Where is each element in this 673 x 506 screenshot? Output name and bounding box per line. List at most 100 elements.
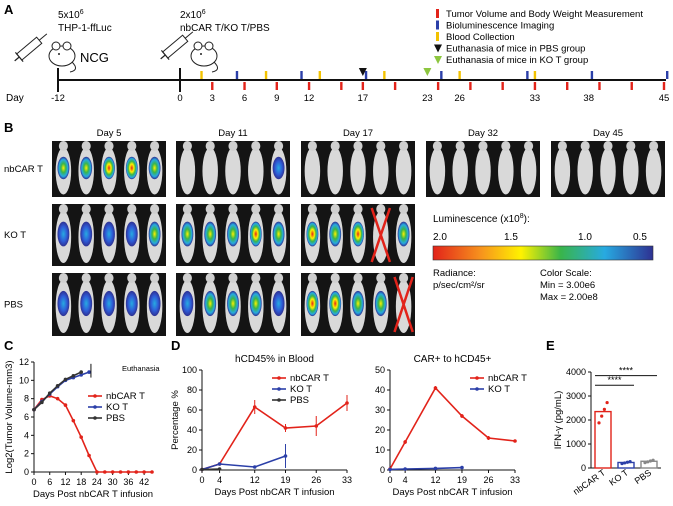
luminescence-tick: 2.0 bbox=[433, 232, 447, 243]
blood-collection-marker bbox=[533, 71, 537, 79]
y-tick-label: 50 bbox=[375, 365, 385, 375]
bioluminescence-signal bbox=[125, 290, 138, 317]
y-tick-label: 60 bbox=[187, 405, 197, 415]
measurement-marker bbox=[501, 82, 504, 90]
series-line bbox=[33, 395, 152, 473]
bar-data-point bbox=[620, 461, 624, 466]
x-tick-label: 42 bbox=[139, 477, 149, 487]
measurement-marker bbox=[243, 82, 246, 90]
y-tick-label: 6 bbox=[24, 412, 29, 422]
luminescence-colorbar bbox=[432, 245, 654, 261]
series-line bbox=[201, 468, 220, 471]
bioluminescence-signal bbox=[103, 290, 115, 317]
category-label: PBS bbox=[633, 467, 653, 486]
x-tick-label: 18 bbox=[76, 477, 86, 487]
x-tick-label: 12 bbox=[430, 475, 440, 485]
y-tick-label: 0 bbox=[581, 463, 586, 473]
measurement-marker bbox=[436, 82, 440, 90]
y-axis-label: Log2(Tumor Volume-mm3) bbox=[4, 360, 15, 473]
data-point bbox=[87, 453, 91, 458]
syringe-icon bbox=[14, 33, 48, 62]
mouse-head bbox=[58, 273, 68, 283]
timeline-day: 12 bbox=[304, 93, 315, 104]
timeline-day: 45 bbox=[659, 93, 670, 104]
series-line bbox=[201, 455, 286, 471]
data-point bbox=[55, 396, 60, 401]
syringe-icon bbox=[160, 31, 194, 60]
blood-collection-marker bbox=[200, 71, 203, 79]
mouse-head bbox=[307, 204, 317, 214]
legend-swatch-point bbox=[475, 387, 479, 391]
imaging-group-label: nbCAR T bbox=[4, 164, 43, 175]
bioluminescence-signal bbox=[352, 290, 364, 317]
legend-label: KO T bbox=[106, 402, 128, 413]
mouse-head bbox=[307, 141, 317, 151]
mouse-head bbox=[182, 273, 192, 283]
mouse-body bbox=[395, 147, 412, 195]
legend-label: KO T bbox=[290, 384, 312, 395]
bioluminescence-signal bbox=[397, 221, 410, 247]
panel-a: A 5x106 THP-1-ffLuc NCG 2x106 nbCAR T/KO… bbox=[4, 2, 669, 104]
data-point bbox=[217, 462, 222, 466]
measurement-marker bbox=[662, 82, 666, 90]
mouse-body bbox=[577, 147, 593, 195]
timeline-day: 9 bbox=[274, 93, 279, 104]
bioluminescence-signal bbox=[148, 290, 161, 317]
legend-swatch-point bbox=[93, 416, 97, 420]
imaging-marker bbox=[666, 71, 669, 79]
mouse-head bbox=[127, 273, 137, 283]
timeline-day: 26 bbox=[454, 93, 465, 104]
chart-title: CAR+ to hCD45+ bbox=[414, 354, 492, 365]
bioluminescence-signal bbox=[329, 221, 342, 247]
timeline-ticks: -12 0 3 6 9 12 17 23 26 33 38 45 bbox=[51, 68, 669, 104]
panel-b-letter: B bbox=[4, 120, 13, 135]
x-tick-label: 33 bbox=[510, 475, 520, 485]
legend-swatch-point bbox=[277, 398, 281, 402]
data-point bbox=[217, 467, 222, 471]
data-point bbox=[63, 403, 68, 407]
legend-entry: Euthanasia of mice in PBS group bbox=[446, 44, 585, 55]
measurement-marker bbox=[307, 82, 311, 90]
bar-data-point bbox=[600, 414, 604, 418]
mouse-head bbox=[81, 273, 91, 283]
y-tick-label: 8 bbox=[24, 394, 29, 404]
panel-b: B Day 5 Day 11 Day 17 Day 32 Day 45 nbCAR T KO… bbox=[4, 120, 665, 336]
timeline-day: -12 bbox=[51, 93, 65, 104]
measurement-marker bbox=[340, 82, 343, 90]
y-tick-label: 80 bbox=[187, 385, 197, 395]
ifn-gamma-chart: 0 1000 2000 3000 4000 IFN-γ (pg/mL) nbCAR T KO … bbox=[553, 366, 661, 497]
y-tick-label: 10 bbox=[375, 445, 385, 455]
data-point bbox=[403, 467, 407, 471]
bioluminescence-signal bbox=[374, 290, 387, 317]
x-axis-label: Days Post nbCAR T infusion bbox=[33, 489, 153, 500]
mouse-head bbox=[399, 204, 409, 214]
legend-label: nbCAR T bbox=[290, 373, 329, 384]
luminescence-tick: 1.5 bbox=[504, 232, 518, 243]
mouse-head bbox=[399, 141, 409, 151]
blood-collection-marker bbox=[458, 71, 461, 79]
legend-swatch-point bbox=[277, 387, 281, 391]
measurement-marker bbox=[361, 82, 365, 90]
y-tick-label: 0 bbox=[192, 465, 197, 475]
luminescence-tick: 0.5 bbox=[633, 232, 647, 243]
measurement-marker bbox=[393, 82, 397, 90]
inoculation-dose: 5x106 bbox=[58, 9, 84, 21]
timeline-markers bbox=[200, 68, 669, 90]
bioluminescence-signal bbox=[148, 156, 161, 180]
color-scale-max: Max = 2.00e8 bbox=[540, 292, 598, 303]
mouse-head bbox=[330, 204, 340, 214]
radiance-unit: p/sec/cm²/sr bbox=[433, 280, 485, 291]
panel-a-letter: A bbox=[4, 2, 14, 17]
timeline-day: 17 bbox=[358, 93, 369, 104]
mouse-head bbox=[307, 273, 317, 283]
bioluminescence-signal bbox=[57, 290, 70, 317]
imaging-day-header: Day 32 bbox=[468, 128, 498, 139]
mouse-head bbox=[274, 204, 284, 214]
mouse-head bbox=[251, 204, 261, 214]
y-tick-label: 40 bbox=[375, 385, 385, 395]
bioluminescence-signal bbox=[204, 290, 217, 317]
imaging-marker bbox=[235, 71, 239, 79]
mouse-body bbox=[202, 147, 218, 195]
x-tick-label: 26 bbox=[311, 475, 321, 485]
